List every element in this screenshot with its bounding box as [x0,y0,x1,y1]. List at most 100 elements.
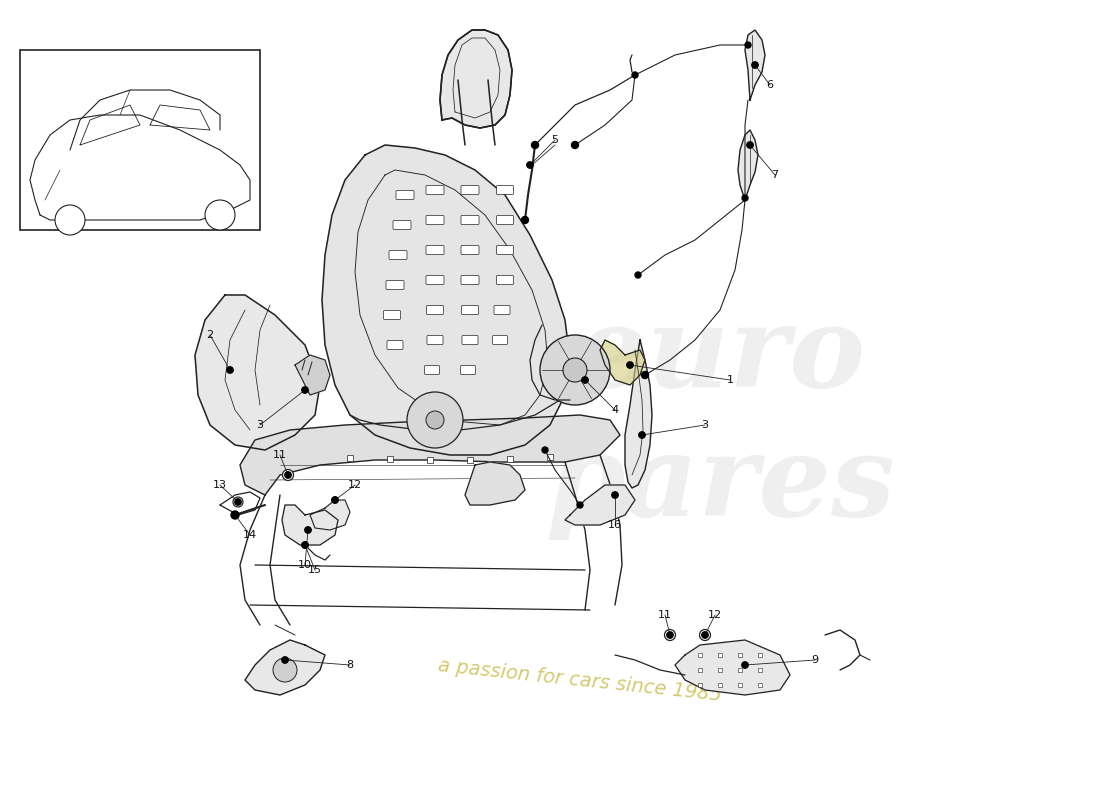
Polygon shape [738,130,758,200]
Circle shape [233,497,243,507]
Circle shape [639,432,646,438]
FancyBboxPatch shape [496,186,514,194]
FancyBboxPatch shape [426,246,444,254]
FancyBboxPatch shape [384,310,400,319]
FancyBboxPatch shape [496,275,514,285]
FancyBboxPatch shape [396,190,414,199]
Circle shape [527,162,534,168]
Polygon shape [245,640,324,695]
Polygon shape [565,485,635,525]
Text: 4: 4 [612,405,618,415]
FancyBboxPatch shape [461,246,478,254]
FancyBboxPatch shape [393,221,411,230]
Text: 1: 1 [726,375,734,385]
Text: 9: 9 [812,655,818,665]
FancyBboxPatch shape [461,366,475,374]
Circle shape [641,371,649,378]
Circle shape [332,497,338,503]
Text: 3: 3 [256,420,264,430]
Circle shape [747,142,754,148]
Text: 3: 3 [702,420,708,430]
Text: 8: 8 [346,660,353,670]
Circle shape [55,205,85,235]
FancyBboxPatch shape [427,335,443,345]
Bar [20,50,260,230]
Polygon shape [440,30,512,128]
Circle shape [635,272,641,278]
Text: 2: 2 [207,330,213,340]
FancyBboxPatch shape [496,246,514,254]
Circle shape [612,492,618,498]
FancyBboxPatch shape [461,186,478,194]
Circle shape [282,657,288,663]
Polygon shape [195,295,320,450]
Polygon shape [675,640,790,695]
FancyBboxPatch shape [462,335,478,345]
Circle shape [700,630,711,641]
Circle shape [273,658,297,682]
FancyBboxPatch shape [426,186,444,194]
Circle shape [305,527,311,533]
Circle shape [542,447,548,453]
FancyBboxPatch shape [389,250,407,259]
FancyBboxPatch shape [425,366,440,374]
Polygon shape [282,505,338,545]
Circle shape [563,358,587,382]
Circle shape [407,392,463,448]
Circle shape [301,542,308,548]
Text: 12: 12 [708,610,722,620]
Circle shape [745,42,751,48]
FancyBboxPatch shape [461,275,478,285]
Circle shape [632,72,638,78]
Circle shape [741,662,748,668]
Polygon shape [322,145,570,455]
Circle shape [285,472,292,478]
Circle shape [627,362,634,368]
Circle shape [572,142,579,149]
FancyBboxPatch shape [427,306,443,314]
Circle shape [231,511,239,519]
Circle shape [205,200,235,230]
FancyBboxPatch shape [496,215,514,225]
Text: 10: 10 [298,560,312,570]
Circle shape [234,499,241,506]
FancyBboxPatch shape [461,215,478,225]
Circle shape [667,632,673,638]
Polygon shape [465,462,525,505]
Circle shape [540,335,611,405]
Text: a passion for cars since 1985: a passion for cars since 1985 [437,656,723,704]
Polygon shape [295,355,330,395]
Circle shape [332,497,338,503]
Text: 12: 12 [348,480,362,490]
FancyBboxPatch shape [426,215,444,225]
Polygon shape [625,340,652,488]
FancyBboxPatch shape [386,281,404,290]
Text: 14: 14 [243,530,257,540]
Text: 11: 11 [273,450,287,460]
Circle shape [426,411,444,429]
Text: 7: 7 [771,170,779,180]
Text: 11: 11 [658,610,672,620]
Polygon shape [240,415,620,495]
Text: 16: 16 [608,520,622,530]
Circle shape [578,502,583,508]
Text: 15: 15 [308,565,322,575]
Circle shape [582,377,588,383]
Text: euro
pares: euro pares [544,300,895,540]
FancyBboxPatch shape [493,335,507,345]
Circle shape [521,217,528,223]
Text: 13: 13 [213,480,227,490]
Circle shape [283,470,294,481]
Circle shape [742,195,748,201]
Circle shape [302,542,308,548]
Circle shape [664,630,675,641]
FancyBboxPatch shape [387,341,403,350]
FancyBboxPatch shape [494,306,510,314]
Circle shape [531,142,539,149]
Circle shape [301,387,308,393]
Polygon shape [310,500,350,530]
Circle shape [751,62,758,68]
FancyBboxPatch shape [462,306,478,314]
Circle shape [702,632,708,638]
Text: 6: 6 [767,80,773,90]
